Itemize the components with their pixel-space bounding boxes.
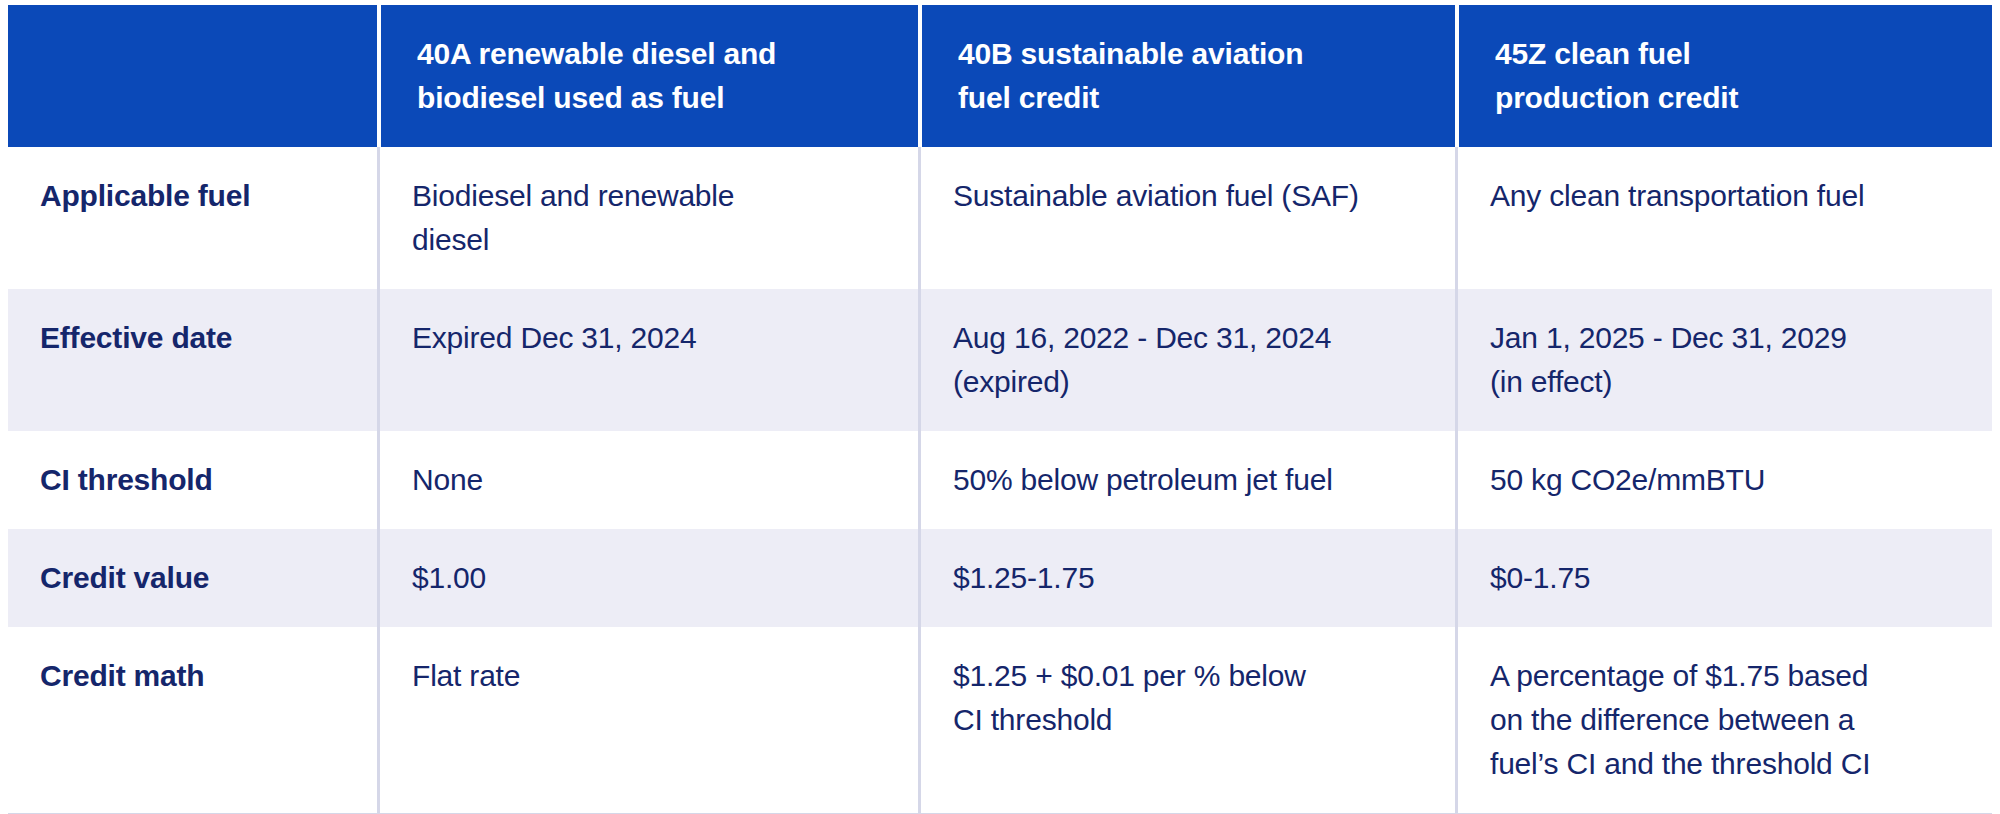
row-label: Applicable fuel (8, 147, 377, 289)
header-corner-cell (8, 5, 377, 147)
cell-40b-credit-math: $1.25 + $0.01 per % below CI threshold (918, 627, 1455, 814)
comparison-table: 40A renewable diesel and biodiesel used … (8, 5, 1992, 814)
cell-40a-effective-date: Expired Dec 31, 2024 (377, 289, 918, 431)
row-label: Effective date (8, 289, 377, 431)
cell-40a-ci-threshold: None (377, 431, 918, 529)
cell-40b-credit-value: $1.25-1.75 (918, 529, 1455, 627)
cell-40b-applicable-fuel: Sustainable aviation fuel (SAF) (918, 147, 1455, 289)
column-header-40b: 40B sustainable aviation fuel credit (918, 5, 1455, 147)
column-header-40a: 40A renewable diesel and biodiesel used … (377, 5, 918, 147)
cell-40b-ci-threshold: 50% below petroleum jet fuel (918, 431, 1455, 529)
cell-45z-ci-threshold: 50 kg CO2e/mmBTU (1455, 431, 1992, 529)
row-label: Credit value (8, 529, 377, 627)
cell-45z-credit-value: $0-1.75 (1455, 529, 1992, 627)
row-label: CI threshold (8, 431, 377, 529)
row-label: Credit math (8, 627, 377, 814)
cell-45z-credit-math: A percentage of $1.75 based on the diffe… (1455, 627, 1992, 814)
column-header-45z: 45Z clean fuel production credit (1455, 5, 1992, 147)
cell-40a-credit-math: Flat rate (377, 627, 918, 814)
cell-40b-effective-date: Aug 16, 2022 - Dec 31, 2024 (expired) (918, 289, 1455, 431)
cell-45z-applicable-fuel: Any clean transportation fuel (1455, 147, 1992, 289)
cell-40a-credit-value: $1.00 (377, 529, 918, 627)
cell-40a-applicable-fuel: Biodiesel and renewable diesel (377, 147, 918, 289)
cell-45z-effective-date: Jan 1, 2025 - Dec 31, 2029 (in effect) (1455, 289, 1992, 431)
